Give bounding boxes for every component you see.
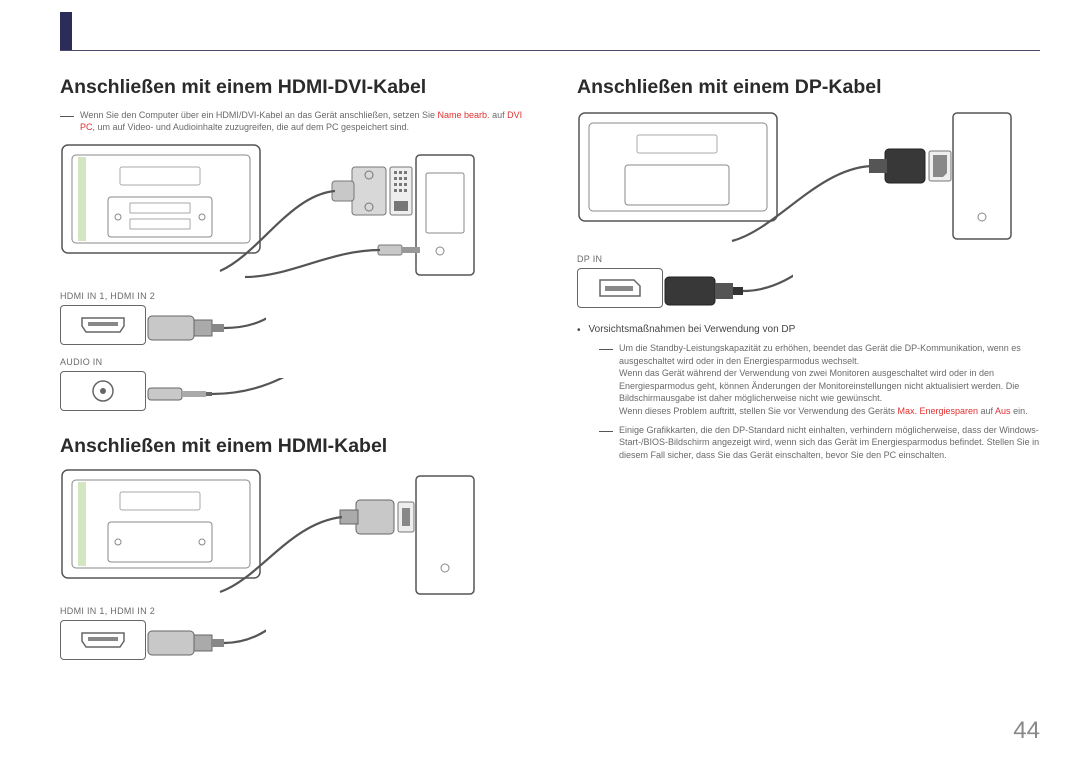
note-pre: Wenn Sie den Computer über ein HDMI/DVI-… [80,110,438,120]
sub1c-red2: Aus [995,406,1011,416]
page-content: Anschließen mit einem HDMI-DVI-Kabel Wen… [60,76,1040,723]
sub-text-2: Einige Grafikkarten, die den DP-Standard… [619,424,1040,462]
heading-dp: Anschließen mit einem DP-Kabel [577,76,1040,99]
note-text: Wenn Sie den Computer über ein HDMI/DVI-… [80,109,523,133]
audio-connector-icon [146,378,286,410]
sub1c-post: ein. [1011,406,1028,416]
hdmi-connector-icon [146,308,266,348]
note-hdmi-dvi: Wenn Sie den Computer über ein HDMI/DVI-… [60,109,523,133]
dp-port-icon [577,268,663,308]
sub1a: Um die Standby-Leistungskapazität zu erh… [619,343,1021,366]
port-label-dp: DP IN [577,254,1040,264]
sub1c-pre: Wenn dieses Problem auftritt, stellen Si… [619,406,897,416]
sub-note-1: Um die Standby-Leistungskapazität zu erh… [599,342,1040,418]
page-tab [60,12,72,50]
audio-port-icon [60,371,146,411]
port-label-audio: AUDIO IN [60,357,523,367]
note-dash-icon [599,349,613,418]
figure-dp [577,111,1040,246]
bullet-precautions: • Vorsichtsmaßnahmen bei Verwendung von … [577,324,1040,336]
dp-port-row [577,268,1040,314]
sub-note-2: Einige Grafikkarten, die den DP-Standard… [599,424,1040,462]
page-header-rule [60,50,1040,51]
note-mid: auf [490,110,508,120]
sub-text-1: Um die Standby-Leistungskapazität zu erh… [619,342,1040,418]
dp-connector-icon [663,271,793,311]
sub1b: Wenn das Gerät während der Verwendung vo… [619,368,1019,403]
bullet-text: Vorsichtsmaßnahmen bei Verwendung von DP [589,324,796,336]
port-label-hdmi: HDMI IN 1, HDMI IN 2 [60,291,523,301]
figure-hdmi-dvi [60,143,523,283]
figure-hdmi [60,468,523,598]
port-label-hdmi2: HDMI IN 1, HDMI IN 2 [60,606,523,616]
sub1c-mid: auf [978,406,995,416]
hdmi-port-icon [60,305,146,345]
hdmi-connector-icon-2 [146,623,266,663]
heading-hdmi-dvi: Anschließen mit einem HDMI-DVI-Kabel [60,76,523,99]
hdmi-port-row-2 [60,620,523,666]
left-column: Anschließen mit einem HDMI-DVI-Kabel Wen… [60,76,523,723]
hdmi-port-icon-2 [60,620,146,660]
sub1c-red1: Max. Energiesparen [897,406,978,416]
note-dash-icon [60,116,74,133]
bullet-dot-icon: • [577,325,581,336]
note-red1: Name bearb. [438,110,490,120]
audio-port-row [60,371,523,417]
right-column: Anschließen mit einem DP-Kabel DP IN [577,76,1040,723]
note-post: , um auf Video- und Audioinhalte zuzugre… [93,122,410,132]
page-number: 44 [1013,717,1040,745]
hdmi-port-row [60,305,523,351]
heading-hdmi: Anschließen mit einem HDMI-Kabel [60,435,523,458]
note-dash-icon [599,431,613,462]
